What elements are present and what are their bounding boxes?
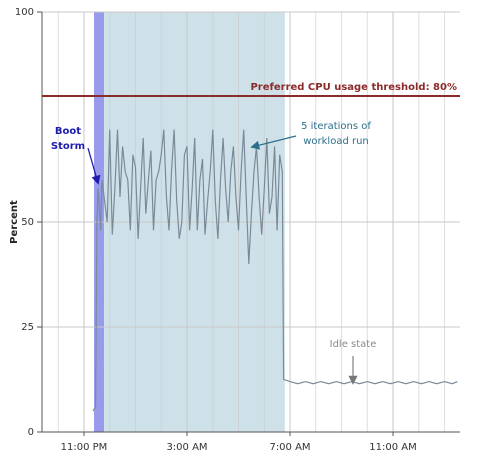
threshold-label: Preferred CPU usage threshold: 80% — [250, 82, 457, 93]
y-tick-label: 0 — [28, 427, 34, 438]
annotation-text: workload run — [303, 136, 369, 147]
x-tick-label: 3:00 AM — [166, 442, 207, 453]
y-tick-label: 50 — [21, 217, 34, 228]
annotation-arrow — [250, 135, 297, 150]
annotation-text: Storm — [51, 141, 85, 152]
x-tick-label: 7:00 AM — [269, 442, 310, 453]
y-tick-label: 25 — [21, 322, 34, 333]
annotation-arrow — [87, 147, 101, 185]
annotation-text: Boot — [55, 126, 81, 137]
annotation-text: 5 iterations of — [301, 121, 371, 132]
annotation-text: Idle state — [330, 339, 377, 350]
data-line — [92, 129, 458, 412]
x-tick-label: 11:00 AM — [369, 442, 416, 453]
x-tick-label: 11:00 PM — [61, 442, 108, 453]
y-axis-label: Percent — [9, 200, 20, 244]
y-tick-label: 100 — [15, 7, 34, 18]
